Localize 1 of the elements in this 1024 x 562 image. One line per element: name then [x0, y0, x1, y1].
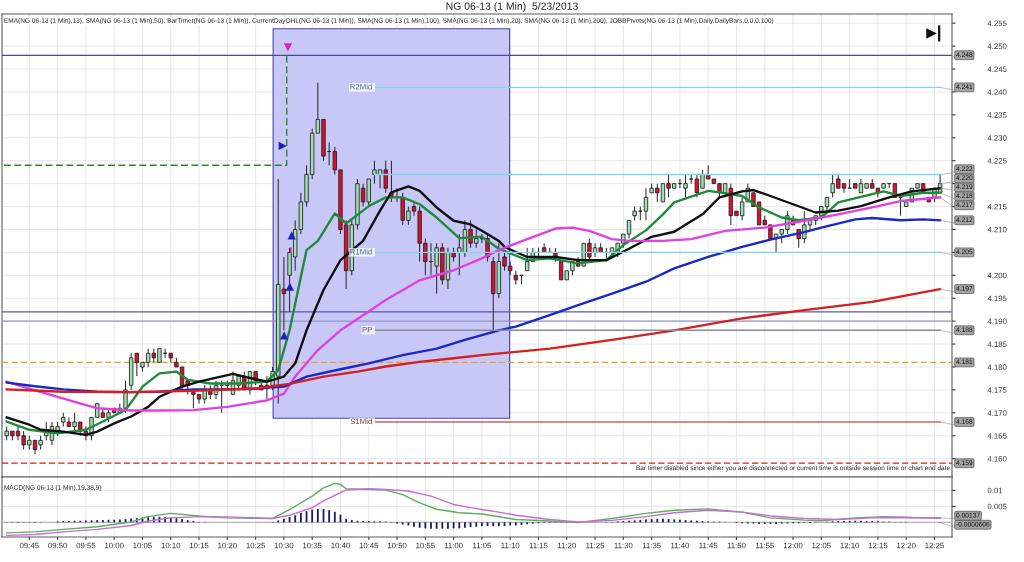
chart-title: NG 06-13 (1 Min) 5/23/2013	[446, 2, 578, 12]
